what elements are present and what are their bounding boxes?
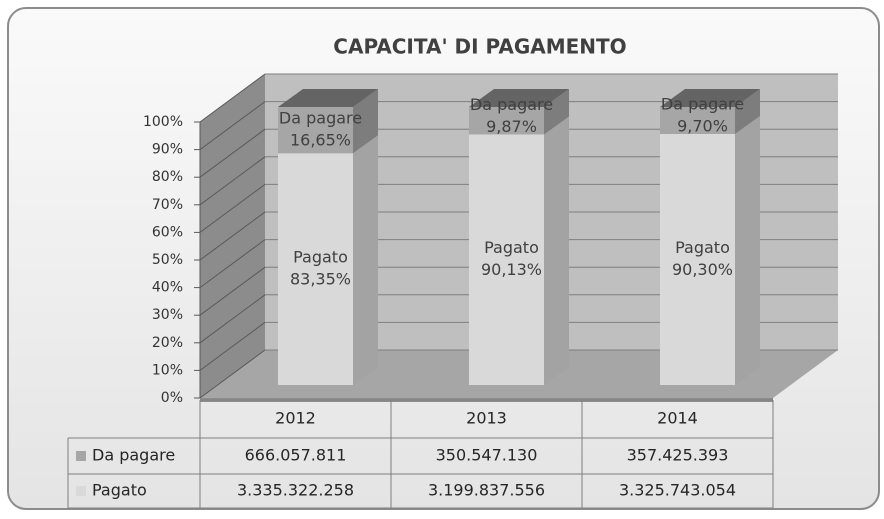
grid-line [199, 156, 266, 206]
bar-top [660, 89, 760, 107]
bar [278, 107, 353, 154]
y-tick-label: 70% [152, 197, 183, 213]
y-tick-label: 80% [152, 169, 183, 185]
data-label: 90,30% [672, 260, 733, 279]
table-cell: 3.325.743.054 [619, 481, 736, 500]
x-tick-label: 2014 [657, 409, 698, 428]
bar [660, 107, 735, 134]
data-label-name: Pagato [675, 238, 730, 257]
data-label: 9,87% [486, 117, 537, 136]
data-label-name: Da pagare [279, 109, 362, 128]
legend-key [76, 486, 86, 496]
table-cell: 357.425.393 [627, 446, 729, 465]
y-tick-label: 10% [152, 362, 183, 378]
data-label: 9,70% [677, 116, 728, 135]
legend-label: Da pagare [92, 446, 175, 465]
y-tick-label: 60% [152, 224, 183, 240]
grid-line [199, 73, 266, 123]
bar [469, 107, 544, 135]
bar-side [353, 135, 378, 385]
bar [278, 153, 353, 385]
data-label-name: Da pagare [661, 94, 744, 113]
y-tick-label: 40% [152, 280, 183, 296]
data-label-name: Da pagare [470, 95, 553, 114]
y-tick-label: 90% [152, 142, 183, 158]
bar-top [469, 89, 569, 107]
y-tick-label: 20% [152, 335, 183, 351]
bar-side [735, 89, 760, 134]
table-cell: 666.057.811 [245, 446, 347, 465]
legend-key [76, 451, 86, 461]
grid-line [199, 128, 266, 178]
grid-line [199, 101, 266, 151]
x-tick-label: 2013 [466, 409, 507, 428]
data-label-name: Pagato [484, 238, 539, 257]
bar-side [353, 89, 378, 154]
legend-label: Pagato [92, 481, 147, 500]
table-cell: 3.199.837.556 [428, 481, 545, 500]
grid-line [199, 239, 266, 289]
table-cell: 3.335.322.258 [237, 481, 354, 500]
bar-side [544, 116, 569, 385]
y-tick-label: 100% [143, 114, 183, 130]
chart-title: CAPACITA' DI PAGAMENTO [333, 35, 626, 59]
data-label-name: Pagato [293, 248, 348, 267]
grid-line [199, 321, 266, 371]
data-label: 16,65% [290, 131, 351, 150]
bar [469, 134, 544, 385]
bar-side [544, 89, 569, 135]
data-label: 83,35% [290, 270, 351, 289]
grid-line [199, 183, 266, 233]
table-cell: 350.547.130 [436, 446, 538, 465]
grid-line [199, 211, 266, 261]
grid-line [199, 349, 266, 399]
y-tick-label: 30% [152, 307, 183, 323]
bar-top [278, 89, 378, 107]
bar [660, 133, 735, 385]
x-tick-label: 2012 [275, 409, 316, 428]
bar-side [735, 115, 760, 385]
y-tick-label: 50% [152, 252, 183, 268]
y-tick-label: 0% [161, 390, 183, 406]
data-label: 90,13% [481, 260, 542, 279]
grid-line [199, 266, 266, 316]
grid-line [199, 294, 266, 344]
